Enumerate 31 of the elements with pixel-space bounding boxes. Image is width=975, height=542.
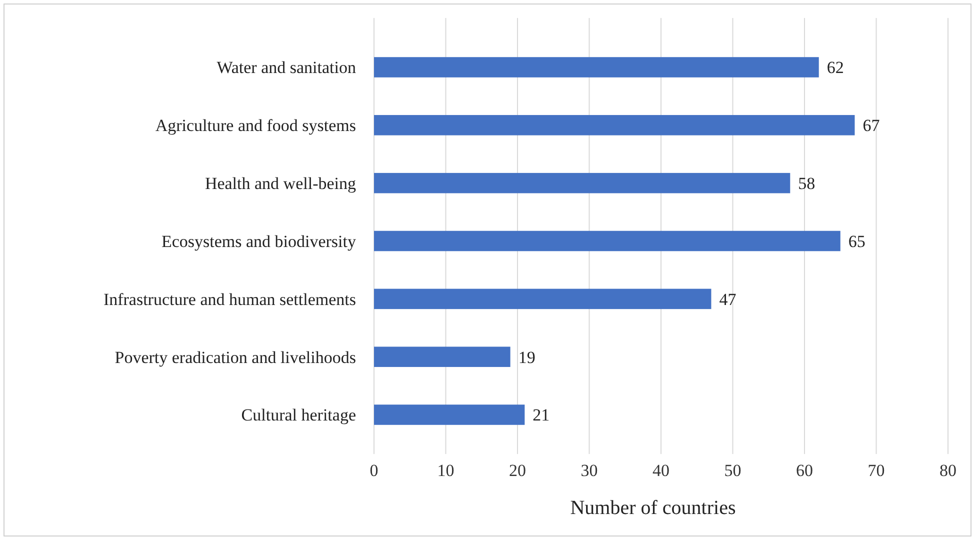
bar [374, 346, 510, 367]
data-label: 62 [826, 58, 844, 78]
x-tick-label: 50 [724, 461, 742, 480]
bar [374, 288, 712, 310]
x-tick-label: 10 [437, 461, 454, 480]
data-label: 58 [798, 174, 816, 194]
y-tick-label: Cultural heritage [241, 406, 356, 425]
data-label: 67 [862, 116, 880, 136]
data-label: 21 [532, 406, 550, 425]
bar [374, 230, 840, 252]
data-label: 47 [719, 290, 737, 309]
bar [374, 115, 855, 136]
y-tick-label: Poverty eradication and livelihoods [114, 348, 356, 367]
data-label: 65 [848, 232, 866, 251]
y-tick-label: Agriculture and food systems [155, 116, 356, 136]
x-axis-title: Number of countries [570, 497, 736, 519]
y-tick-label: Infrastructure and human settlements [103, 290, 356, 309]
x-tick-label: 0 [370, 461, 378, 480]
x-tick-label: 40 [652, 461, 670, 480]
x-tick-label: 80 [940, 461, 956, 480]
x-tick-label: 70 [868, 461, 885, 480]
y-tick-label: Ecosystems and biodiversity [161, 232, 356, 251]
y-tick-label: Health and well-being [204, 174, 356, 194]
bar [374, 404, 525, 425]
x-tick-label: 20 [509, 461, 526, 480]
x-tick-label: 30 [580, 461, 598, 480]
data-label: 19 [518, 348, 536, 367]
y-tick-label: Water and sanitation [216, 58, 356, 78]
bar [374, 57, 819, 78]
x-tick-label: 60 [796, 461, 813, 480]
bar [374, 172, 790, 194]
